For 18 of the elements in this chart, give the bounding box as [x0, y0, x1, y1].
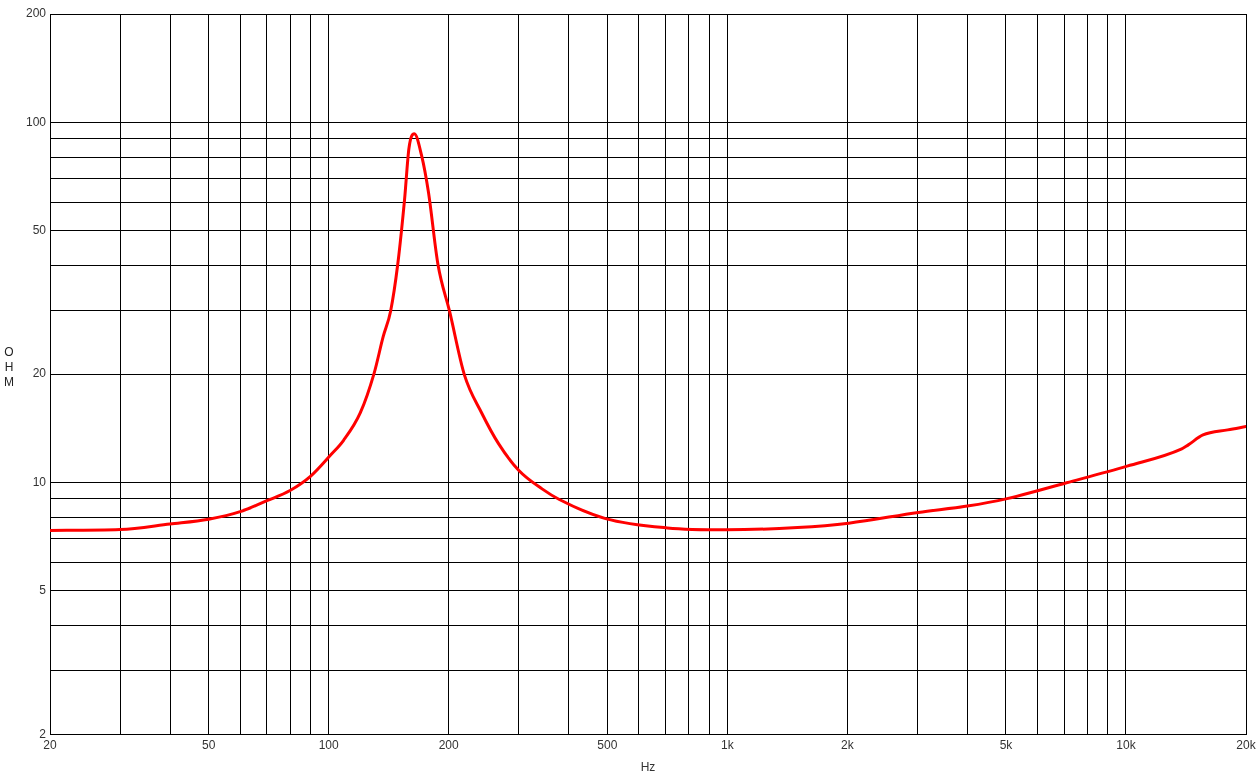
- x-tick-label: 200: [438, 737, 460, 752]
- y-tick-label: 200: [25, 6, 47, 21]
- y-axis-title: OHM: [3, 345, 15, 390]
- x-tick-label: 20k: [1236, 737, 1257, 752]
- y-tick-label: 5: [39, 583, 47, 598]
- x-tick-label: 10k: [1116, 737, 1137, 752]
- x-tick-label: 500: [597, 737, 618, 752]
- x-tick-label: 2k: [841, 737, 855, 752]
- y-tick-label: 50: [32, 223, 47, 238]
- y-tick-label: 20: [32, 366, 47, 381]
- y-tick-label: 100: [25, 114, 47, 129]
- x-tick-label: 5k: [999, 737, 1014, 752]
- x-tick-label: 1k: [720, 737, 735, 752]
- y-tick-label: 2: [39, 726, 47, 741]
- y-tick-label: 10: [32, 474, 47, 489]
- x-axis-title: Hz: [640, 760, 656, 775]
- x-tick-label: 100: [318, 737, 339, 752]
- x-tick-label: 50: [201, 737, 216, 752]
